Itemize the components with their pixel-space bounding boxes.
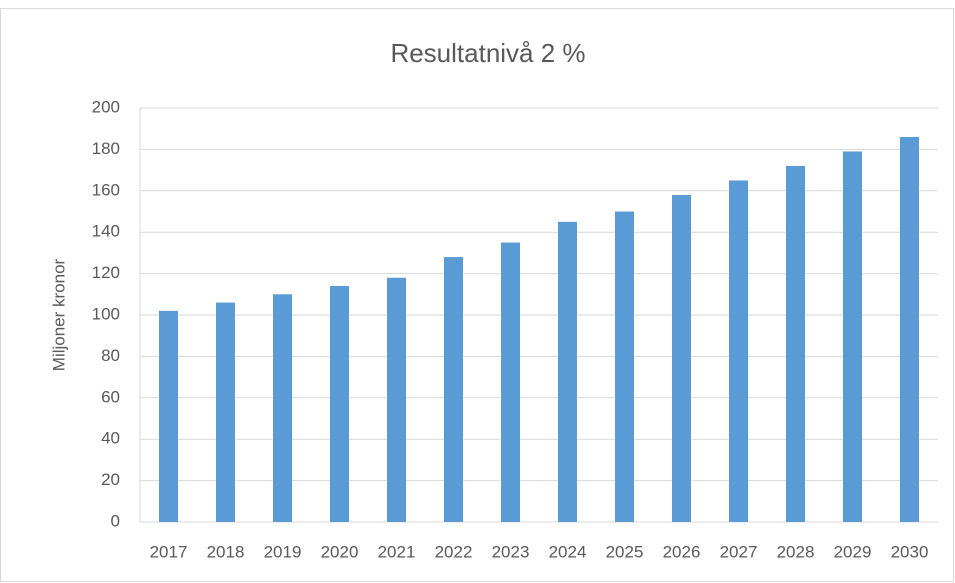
y-tick-label: 140 — [92, 222, 120, 241]
y-tick-label: 180 — [92, 139, 120, 158]
chart-title: Resultatnivå 2 % — [390, 38, 585, 68]
x-tick-label: 2027 — [720, 542, 758, 561]
bar — [558, 221, 577, 522]
bar — [330, 286, 349, 522]
x-tick-label: 2020 — [321, 542, 359, 561]
x-tick-label: 2024 — [549, 542, 587, 561]
chart-border — [0, 8, 954, 582]
x-tick-label: 2029 — [834, 542, 872, 561]
bar — [387, 277, 406, 522]
bar — [501, 242, 520, 523]
y-tick-label: 0 — [111, 511, 120, 530]
x-tick-label: 2019 — [264, 542, 302, 561]
y-tick-label: 60 — [101, 387, 120, 406]
y-tick-label: 20 — [101, 470, 120, 489]
x-tick-label: 2017 — [150, 542, 188, 561]
y-tick-label: 200 — [92, 97, 120, 116]
x-tick-label: 2018 — [207, 542, 245, 561]
y-tick-label: 80 — [101, 346, 120, 365]
x-tick-label: 2022 — [435, 542, 473, 561]
bar — [729, 180, 748, 522]
bar — [786, 165, 805, 522]
bar — [615, 211, 634, 522]
y-tick-label: 100 — [92, 304, 120, 323]
y-tick-label: 160 — [92, 180, 120, 199]
x-tick-label: 2028 — [777, 542, 815, 561]
x-tick-label: 2025 — [606, 542, 644, 561]
bar — [843, 151, 862, 522]
bar — [900, 136, 919, 523]
x-tick-label: 2023 — [492, 542, 530, 561]
x-tick-label: 2021 — [378, 542, 416, 561]
x-tick-label: 2026 — [663, 542, 701, 561]
bar — [159, 310, 178, 522]
y-tick-label: 40 — [101, 429, 120, 448]
y-axis-label: Miljoner kronor — [49, 258, 68, 371]
bar — [672, 194, 691, 522]
bar — [444, 257, 463, 522]
y-tick-label: 120 — [92, 263, 120, 282]
x-tick-label: 2030 — [891, 542, 929, 561]
bar — [216, 302, 235, 522]
bar — [273, 294, 292, 522]
